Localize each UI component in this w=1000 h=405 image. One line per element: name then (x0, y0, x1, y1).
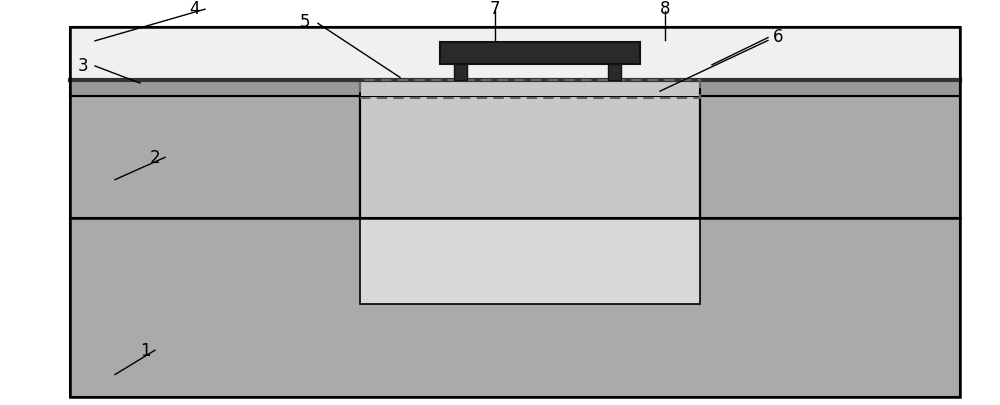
Text: 6: 6 (773, 28, 783, 45)
Text: 7: 7 (490, 0, 500, 18)
Bar (360, 219, 700, 304)
Text: 5: 5 (300, 13, 310, 31)
Bar (70, 81, 960, 97)
Bar (360, 81, 700, 98)
Bar (454, 65, 467, 81)
Text: 4: 4 (190, 0, 200, 18)
Text: 2: 2 (150, 149, 160, 167)
Bar (608, 65, 621, 81)
Bar (70, 28, 960, 397)
Bar (360, 97, 700, 219)
Bar (70, 97, 360, 219)
Bar (700, 97, 960, 219)
Text: 3: 3 (78, 57, 88, 75)
Text: 1: 1 (140, 341, 150, 359)
Bar (70, 219, 960, 397)
Bar (70, 28, 960, 81)
Bar (360, 81, 700, 97)
Bar (440, 43, 640, 65)
Text: 8: 8 (660, 0, 670, 18)
